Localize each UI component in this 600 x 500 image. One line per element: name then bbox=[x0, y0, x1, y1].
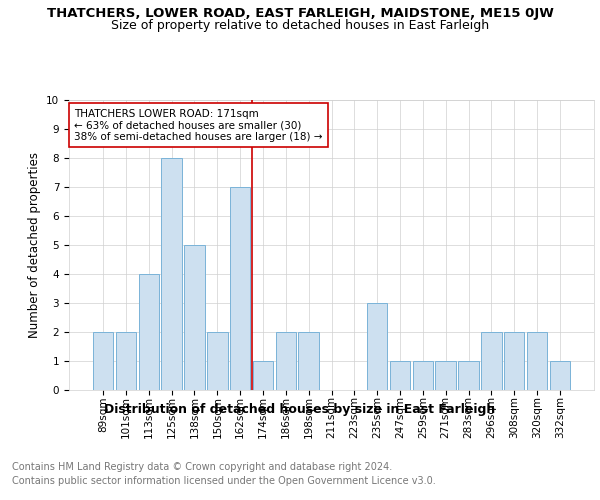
Bar bbox=[458, 361, 479, 390]
Bar bbox=[253, 361, 273, 390]
Bar bbox=[230, 187, 250, 390]
Bar bbox=[550, 361, 570, 390]
Bar bbox=[504, 332, 524, 390]
Bar bbox=[275, 332, 296, 390]
Bar bbox=[298, 332, 319, 390]
Bar bbox=[93, 332, 113, 390]
Bar bbox=[481, 332, 502, 390]
Bar bbox=[436, 361, 456, 390]
Bar bbox=[367, 303, 388, 390]
Bar bbox=[184, 245, 205, 390]
Bar bbox=[116, 332, 136, 390]
Text: Size of property relative to detached houses in East Farleigh: Size of property relative to detached ho… bbox=[111, 19, 489, 32]
Bar bbox=[207, 332, 227, 390]
Text: THATCHERS LOWER ROAD: 171sqm
← 63% of detached houses are smaller (30)
38% of se: THATCHERS LOWER ROAD: 171sqm ← 63% of de… bbox=[74, 108, 323, 142]
Bar bbox=[139, 274, 159, 390]
Bar bbox=[390, 361, 410, 390]
Text: Contains public sector information licensed under the Open Government Licence v3: Contains public sector information licen… bbox=[12, 476, 436, 486]
Text: Contains HM Land Registry data © Crown copyright and database right 2024.: Contains HM Land Registry data © Crown c… bbox=[12, 462, 392, 472]
Bar bbox=[161, 158, 182, 390]
Bar bbox=[527, 332, 547, 390]
Text: Distribution of detached houses by size in East Farleigh: Distribution of detached houses by size … bbox=[104, 402, 496, 415]
Bar bbox=[413, 361, 433, 390]
Text: THATCHERS, LOWER ROAD, EAST FARLEIGH, MAIDSTONE, ME15 0JW: THATCHERS, LOWER ROAD, EAST FARLEIGH, MA… bbox=[47, 8, 553, 20]
Y-axis label: Number of detached properties: Number of detached properties bbox=[28, 152, 41, 338]
